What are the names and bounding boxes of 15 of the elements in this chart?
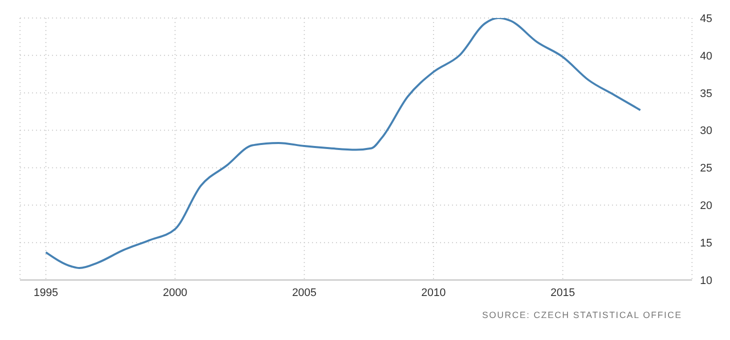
y-tick-label: 10 (700, 274, 712, 287)
y-tick-label: 25 (700, 162, 712, 175)
x-tick-label: 1995 (34, 286, 58, 299)
y-tick-label: 45 (700, 12, 712, 25)
x-tick-label: 2005 (292, 286, 317, 299)
y-tick-label: 30 (700, 125, 712, 138)
x-tick-label: 2010 (421, 286, 446, 299)
line-series (44, 18, 642, 270)
y-tick-label: 20 (700, 200, 712, 212)
x-tick-label: 2000 (162, 286, 188, 299)
y-tick-label: 40 (700, 50, 712, 62)
y-tick-label: 15 (700, 237, 712, 250)
y-tick-label: 35 (700, 88, 712, 100)
x-tick-label: 2015 (550, 286, 576, 299)
source-note: SOURCE: CZECH STATISTICAL OFFICE (481, 310, 683, 320)
